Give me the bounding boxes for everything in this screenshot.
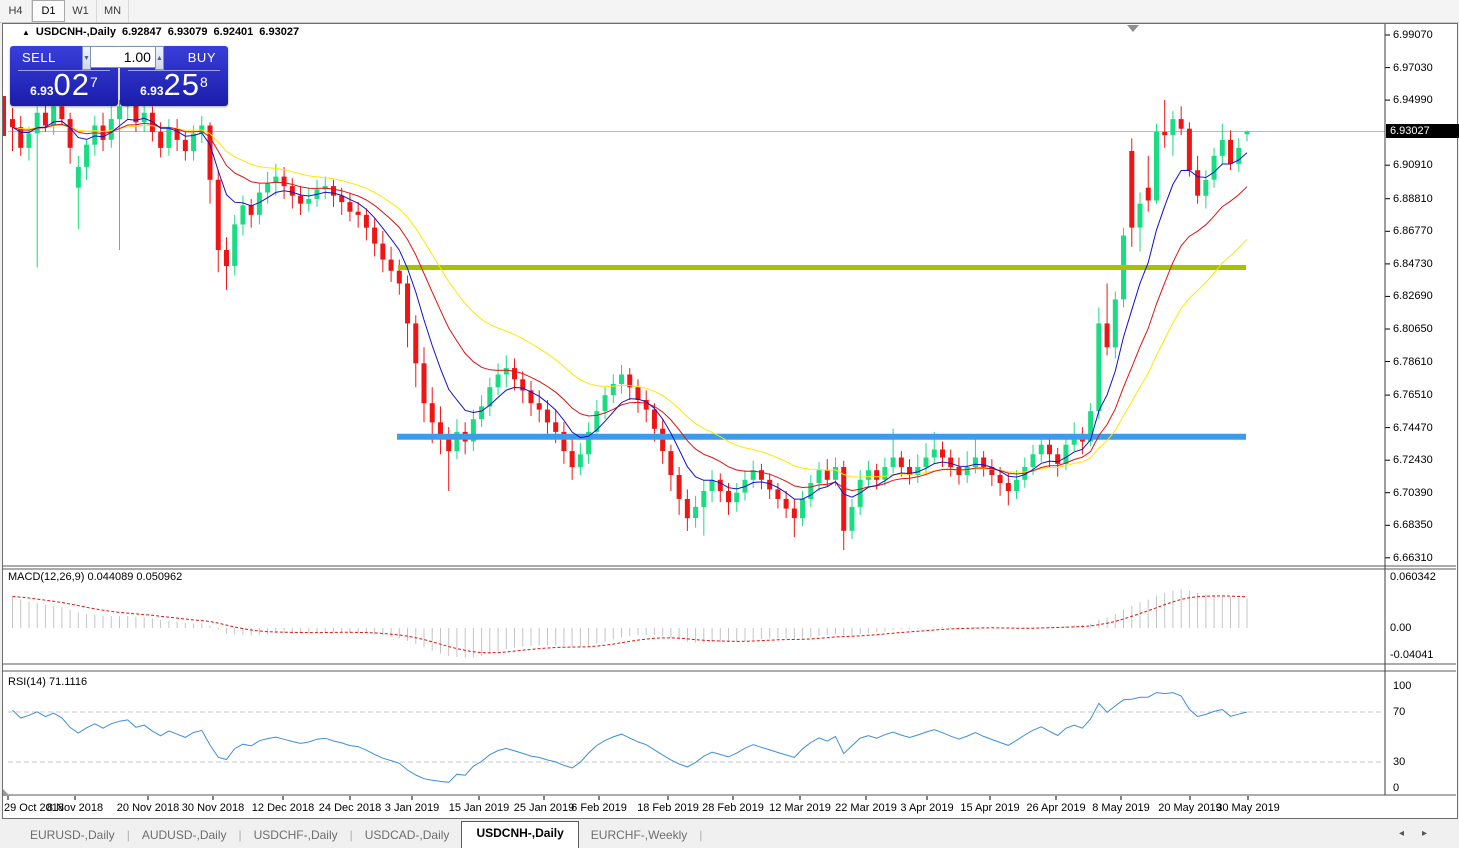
price-axis-label: 6.68350 <box>1393 519 1433 532</box>
ohlc-high: 6.93079 <box>167 26 208 38</box>
macd-axis-label: 0.00 <box>1390 622 1412 634</box>
date-axis-label: 20 Nov 2018 <box>116 802 180 814</box>
timeframe-button-d1[interactable]: D1 <box>32 0 65 22</box>
macd-axis-label: -0.04041 <box>1390 649 1434 661</box>
tab-eurchf[interactable]: EURCHF-,Weekly <box>590 828 688 842</box>
tab-usdcnh[interactable]: USDCNH-,Daily <box>461 821 579 848</box>
date-axis-label: 15 Jan 2019 <box>448 802 510 814</box>
volume-stepper: ▼ ▲ <box>82 46 164 70</box>
date-axis-label: 6 Feb 2019 <box>571 802 627 814</box>
date-axis-label: 3 Jan 2019 <box>384 802 440 814</box>
price-axis-label: 6.86770 <box>1393 225 1433 238</box>
timeframe-button-h4[interactable]: H4 <box>0 0 32 22</box>
price-axis-label: 6.82690 <box>1393 290 1433 303</box>
tab-eurusd[interactable]: EURUSD-,Daily <box>30 828 115 842</box>
date-axis-label: 18 Feb 2019 <box>637 802 699 814</box>
tab-scroll-buttons: ◂▸ <box>1399 828 1445 839</box>
rsi-label: RSI(14) 71.1116 <box>8 676 88 688</box>
price-axis-label: 6.84730 <box>1393 257 1433 270</box>
tab-separator: | <box>699 828 703 842</box>
date-axis-label: 25 Jan 2019 <box>513 802 575 814</box>
volume-decrease-button[interactable]: ▼ <box>82 46 91 70</box>
chart-tab-bar: EURUSD-,Daily | AUDUSD-,Daily | USDCHF-,Dail… <box>0 820 1459 848</box>
volume-input[interactable] <box>90 46 155 68</box>
sell-price: 6.93027 <box>30 67 98 102</box>
timeframe-toolbar: H4 D1 W1 MN <box>0 0 1459 23</box>
price-axis-label: 6.94990 <box>1393 94 1433 107</box>
chart-marker-icon[interactable]: ▲ <box>22 27 30 37</box>
date-axis-label: 8 Nov 2018 <box>46 802 104 814</box>
rsi-axis-label: 70 <box>1393 706 1406 718</box>
date-axis-label: 22 Mar 2019 <box>835 802 897 814</box>
timeframe-button-mn[interactable]: MN <box>97 0 129 22</box>
date-axis-label: 26 Apr 2019 <box>1026 802 1086 814</box>
rsi-axis-label: 0 <box>1393 782 1400 794</box>
date-axis-label: 3 Apr 2019 <box>900 802 954 814</box>
buy-divider <box>127 70 221 71</box>
tab-usdcad[interactable]: USDCAD-,Daily <box>364 828 450 842</box>
chart-symbol-title: USDCNH-,Daily <box>35 26 116 38</box>
rsi-axis-label: 30 <box>1393 756 1406 768</box>
sell-button[interactable]: SELL 6.93027 <box>10 46 118 106</box>
tab-separator: | <box>238 828 242 842</box>
price-axis-label: 6.90910 <box>1393 159 1433 172</box>
buy-price: 6.93258 <box>140 67 208 102</box>
date-axis-label: 30 Nov 2018 <box>181 802 245 814</box>
macd-axis-label: 0.060342 <box>1390 571 1436 583</box>
tab-scroll-right-button[interactable]: ▸ <box>1421 828 1445 839</box>
price-axis-label: 6.74470 <box>1393 421 1433 434</box>
date-axis-label: 28 Feb 2019 <box>702 802 764 814</box>
sell-label: SELL <box>22 50 56 65</box>
date-axis-label: 29 Oct 2018 <box>4 802 64 814</box>
chart-symbol-header: ▲ USDCNH-,Daily 6.92847 6.93079 6.92401 … <box>22 26 299 38</box>
date-axis-label: 30 May 2019 <box>1216 802 1280 814</box>
date-axis-label: 12 Dec 2018 <box>251 802 315 814</box>
tab-audusd[interactable]: AUDUSD-,Daily <box>141 828 227 842</box>
macd-label: MACD(12,26,9) 0.044089 0.050962 <box>8 571 183 583</box>
price-axis-label: 6.88810 <box>1393 192 1433 205</box>
date-axis-label: 15 Apr 2019 <box>960 802 1020 814</box>
ohlc-low: 6.92401 <box>213 26 254 38</box>
tab-separator: | <box>126 828 130 842</box>
ohlc-open: 6.92847 <box>122 26 162 38</box>
price-axis-label: 6.78610 <box>1393 355 1433 368</box>
timeframe-button-w1[interactable]: W1 <box>65 0 97 22</box>
price-axis-label: 6.72430 <box>1393 454 1433 467</box>
date-axis-label: 12 Mar 2019 <box>769 802 831 814</box>
chart-shift-marker-icon[interactable] <box>1127 25 1139 32</box>
date-axis-label: 20 May 2019 <box>1158 802 1222 814</box>
chart-window <box>2 23 1458 819</box>
date-axis-label: 8 May 2019 <box>1092 802 1150 814</box>
price-axis-label: 6.76510 <box>1393 389 1433 402</box>
tab-scroll-left-button[interactable]: ◂ <box>1398 828 1422 839</box>
ohlc-close: 6.93027 <box>259 26 300 38</box>
tab-usdchf[interactable]: USDCHF-,Daily <box>253 828 338 842</box>
price-axis-label: 6.70390 <box>1393 486 1433 499</box>
volume-increase-button[interactable]: ▲ <box>154 46 164 70</box>
price-axis-label: 6.99070 <box>1393 29 1433 41</box>
price-axis-label: 6.66310 <box>1393 551 1433 564</box>
rsi-axis-label: 100 <box>1393 680 1412 692</box>
current-price-tag: 6.93027 <box>1386 124 1459 139</box>
panel-resize-grip[interactable] <box>3 789 10 796</box>
tab-separator: | <box>349 828 353 842</box>
date-axis-label: 24 Dec 2018 <box>318 802 382 814</box>
buy-label: BUY <box>187 50 216 65</box>
sell-divider <box>17 70 111 71</box>
price-axis-label: 6.97030 <box>1393 61 1433 74</box>
price-axis-label: 6.80650 <box>1393 322 1433 335</box>
